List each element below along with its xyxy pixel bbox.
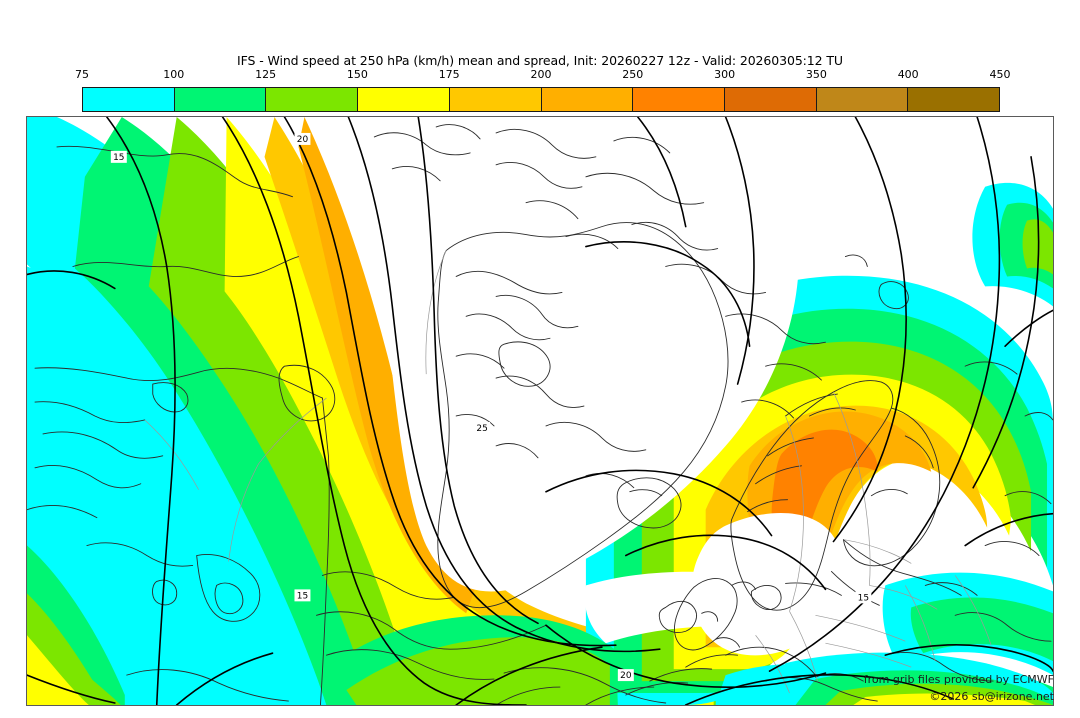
colorbar-band-300-350 xyxy=(724,88,817,111)
colorbar-tick-400: 400 xyxy=(897,68,919,81)
svg-text:20: 20 xyxy=(620,671,632,681)
colorbar-band-150-175 xyxy=(358,88,450,111)
contour-label: 20 xyxy=(294,132,311,145)
colorbar-band-175-200 xyxy=(449,88,542,111)
page-title: IFS - Wind speed at 250 hPa (km/h) mean … xyxy=(237,53,843,68)
svg-text:25: 25 xyxy=(476,424,487,434)
colorbar-tick-350: 350 xyxy=(805,68,827,81)
colorbar-band-200-250 xyxy=(541,88,634,111)
colorbar-tick-450: 450 xyxy=(989,68,1011,81)
map-canvas[interactable]: 15 20 15 25 15 20 xyxy=(26,116,1054,706)
colorbar-tick-150: 150 xyxy=(346,68,368,81)
colorbar-band-100-125 xyxy=(174,88,267,111)
contour-label: 15 xyxy=(294,589,311,601)
colorbar-tick-175: 175 xyxy=(438,68,460,81)
copyright-credit: ©2026 sb@irizone.net xyxy=(929,690,1054,703)
colorbar-band-350-400 xyxy=(816,88,909,111)
contour-label: 15 xyxy=(110,150,127,163)
spread-contours xyxy=(27,117,1053,705)
coastlines xyxy=(27,124,1053,705)
colorbar-band-250-300 xyxy=(633,88,725,111)
country-borders xyxy=(144,250,992,694)
colorbar-tick-75: 75 xyxy=(75,68,89,81)
colorbar-tick-250: 250 xyxy=(622,68,644,81)
colorbar-tick-125: 125 xyxy=(255,68,277,81)
svg-text:15: 15 xyxy=(297,591,308,601)
svg-text:20: 20 xyxy=(297,135,309,145)
colorbar-band-75-100 xyxy=(83,88,175,111)
colorbar: 75 100 125 150 175 200 250 300 350 400 450 xyxy=(75,68,1011,112)
colorbar-tick-100: 100 xyxy=(163,68,185,81)
map-svg: 15 20 15 25 15 20 xyxy=(27,117,1053,705)
data-source-credit: from grib files provided by ECMWF xyxy=(863,673,1054,686)
colorbar-bands xyxy=(82,87,1000,112)
contour-label: 20 xyxy=(617,669,634,681)
contour-label: 15 xyxy=(855,591,872,603)
svg-text:15: 15 xyxy=(858,593,869,603)
colorbar-band-400-450 xyxy=(908,88,1000,111)
svg-text:15: 15 xyxy=(113,153,124,163)
colorbar-tick-labels: 75 100 125 150 175 200 250 300 350 400 450 xyxy=(75,68,1011,84)
contour-labels: 15 20 15 25 15 20 xyxy=(110,132,872,681)
colorbar-band-125-150 xyxy=(266,88,359,111)
colorbar-tick-200: 200 xyxy=(530,68,552,81)
contour-label: 25 xyxy=(474,421,491,434)
colorbar-tick-300: 300 xyxy=(714,68,736,81)
